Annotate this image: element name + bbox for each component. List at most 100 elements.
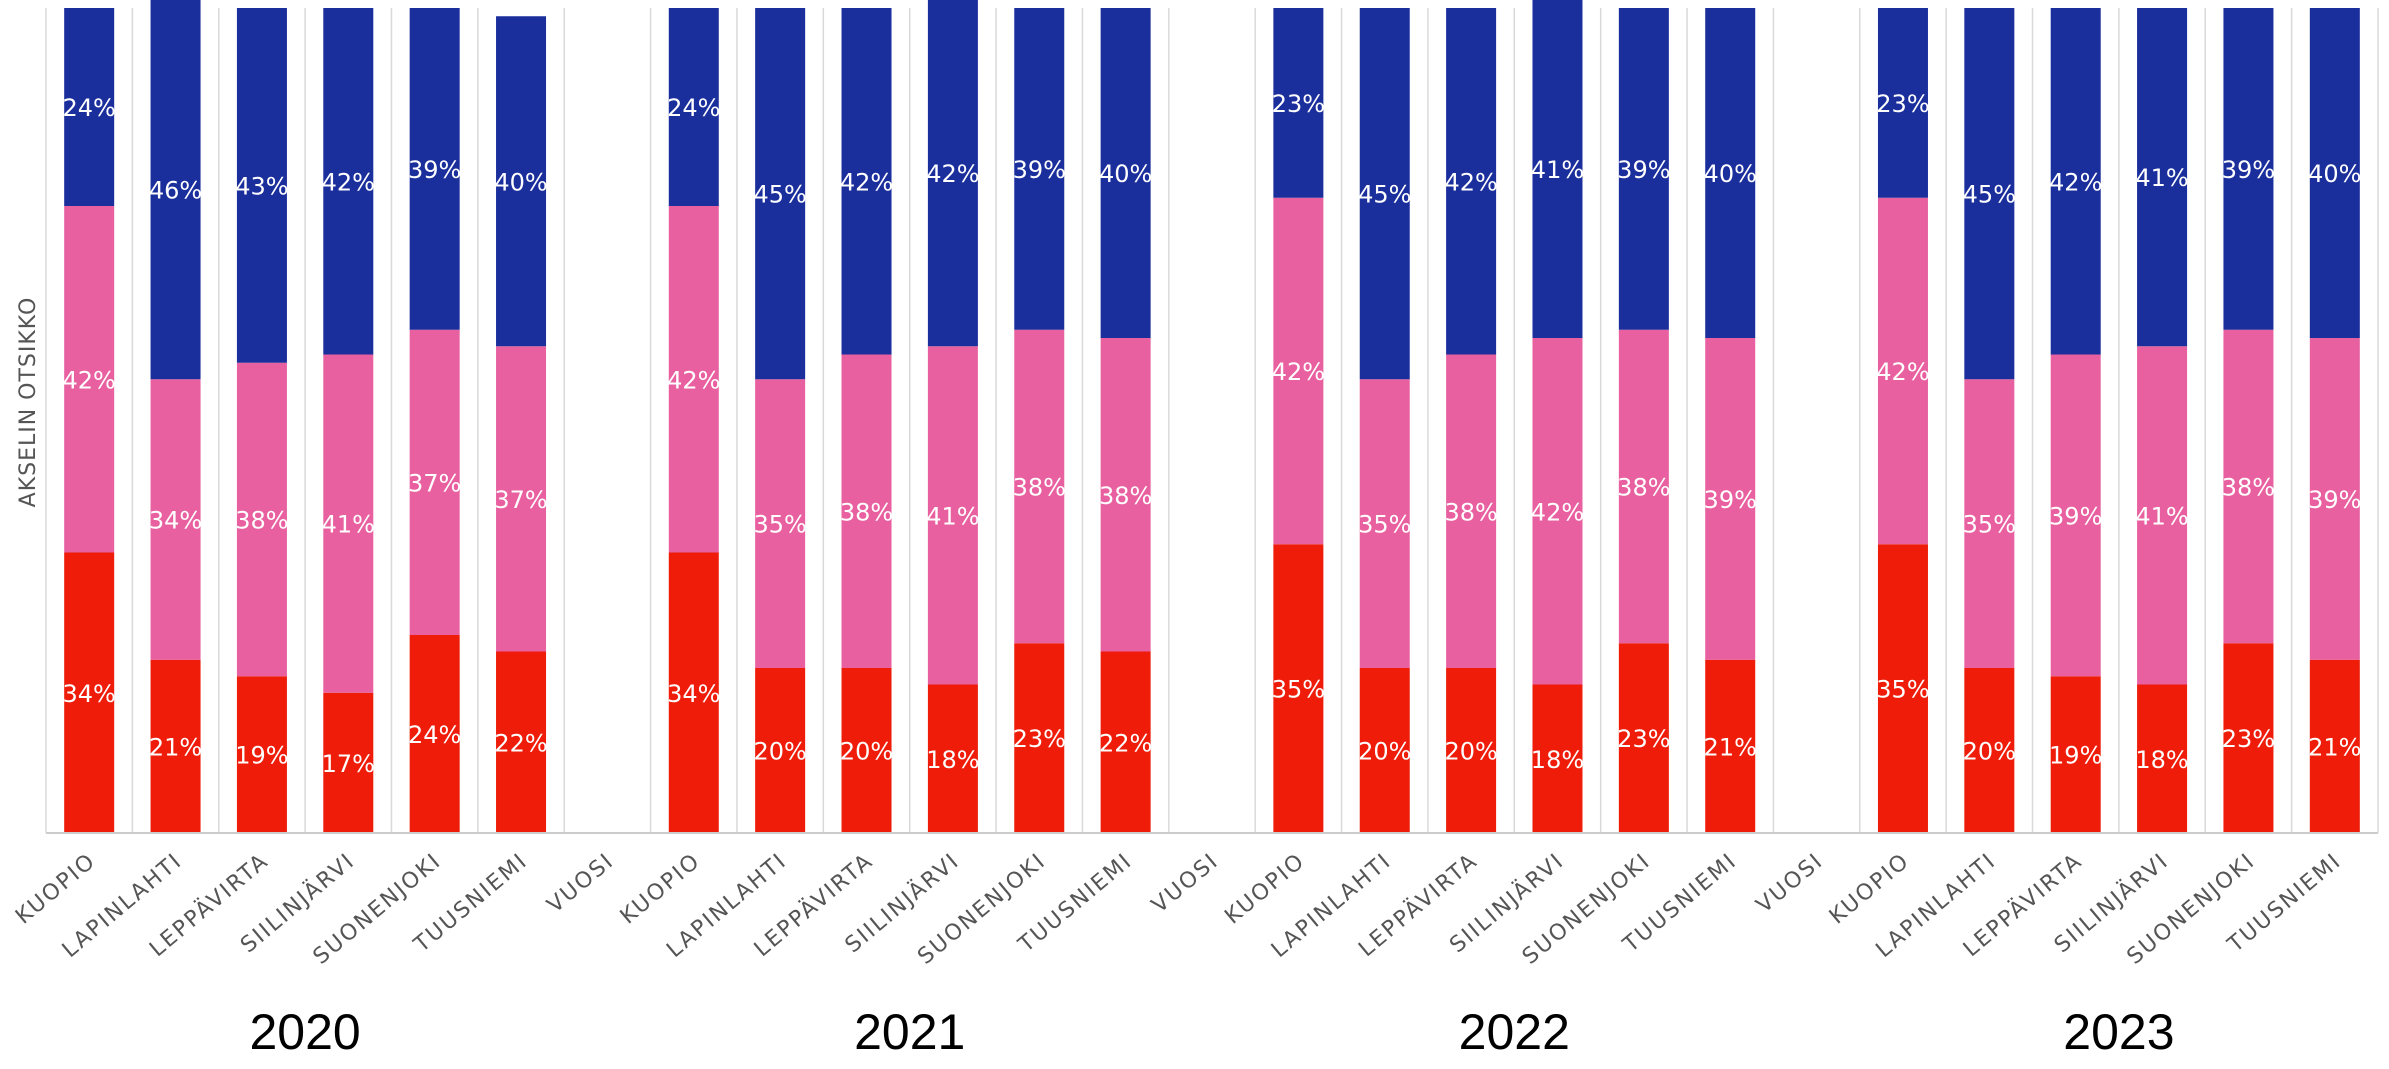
bar-segment-bottom <box>1618 643 1669 833</box>
data-label: 35% <box>1876 676 1929 704</box>
data-label: 42% <box>926 160 979 188</box>
bar-segment-middle <box>496 346 547 652</box>
bar-segment-middle <box>2223 329 2274 644</box>
data-label: 20% <box>1358 738 1411 766</box>
bar-segment-middle <box>927 346 978 685</box>
data-label: 38% <box>1099 482 1152 510</box>
bar-segment-bottom <box>1100 651 1151 833</box>
bar-segment-top <box>2050 8 2101 355</box>
bar-segment-bottom <box>1705 659 1756 833</box>
data-label: 38% <box>1617 474 1670 502</box>
bar-segment-top <box>1964 8 2015 380</box>
gap-label: VUOSI <box>543 848 620 918</box>
data-label: 42% <box>322 168 375 196</box>
bar-segment-bottom <box>1359 668 1410 833</box>
bar-segment-top <box>1618 8 1669 330</box>
data-label: 23% <box>1272 90 1325 118</box>
bar-segment-top <box>1877 8 1928 198</box>
data-label: 42% <box>667 366 720 394</box>
bar-segment-middle <box>2050 354 2101 677</box>
data-label: 40% <box>494 168 547 196</box>
data-label: 41% <box>2135 164 2188 192</box>
category-label: KUOPIO <box>1220 848 1310 929</box>
bar-segment-top <box>1100 8 1151 338</box>
data-label: 38% <box>1444 498 1497 526</box>
data-label: 22% <box>494 729 547 757</box>
data-label: 43% <box>235 172 288 200</box>
bar-segment-top <box>2309 8 2360 338</box>
data-label: 18% <box>2135 746 2188 774</box>
data-label: 37% <box>408 469 461 497</box>
bar-segment-bottom <box>1964 668 2015 833</box>
data-label: 39% <box>408 156 461 184</box>
category-label: KUOPIO <box>1825 848 1915 929</box>
data-label: 21% <box>2308 733 2361 761</box>
data-label: 19% <box>2049 742 2102 770</box>
bar-segment-top <box>1273 8 1324 198</box>
data-label: 38% <box>840 498 893 526</box>
data-label: 42% <box>840 168 893 196</box>
data-label: 23% <box>2222 725 2275 753</box>
bar-segment-top <box>1359 8 1410 380</box>
bar-segment-bottom <box>236 676 287 833</box>
bar-segment-bottom <box>1877 544 1928 833</box>
bar-segment-bottom <box>409 635 460 833</box>
year-label: 2020 <box>249 1004 360 1060</box>
data-label: 23% <box>1617 725 1670 753</box>
bar-segment-bottom <box>2137 684 2188 833</box>
data-label: 40% <box>2308 160 2361 188</box>
year-label: 2022 <box>1459 1004 1570 1060</box>
bar-segment-top <box>927 0 978 347</box>
data-label: 23% <box>1013 725 1066 753</box>
bar-segment-top <box>150 0 201 380</box>
data-label: 39% <box>2222 156 2275 184</box>
data-label: 39% <box>2308 486 2361 514</box>
bar-segment-middle <box>1273 197 1324 545</box>
gap-label: VUOSI <box>1147 848 1224 918</box>
data-label: 40% <box>1099 160 1152 188</box>
gap-label: VUOSI <box>1752 848 1829 918</box>
bar-segment-middle <box>1446 354 1497 668</box>
data-label: 40% <box>1704 160 1757 188</box>
data-label: 34% <box>63 680 116 708</box>
data-label: 19% <box>235 742 288 770</box>
data-label: 24% <box>667 94 720 122</box>
data-label: 37% <box>494 486 547 514</box>
bar-segment-bottom <box>150 659 201 833</box>
category-labels: KUOPIOLAPINLAHTILEPPÄVIRTASIILINJÄRVISUO… <box>11 848 2346 970</box>
data-label: 35% <box>1963 511 2016 539</box>
year-label: 2021 <box>854 1004 965 1060</box>
bar-segment-middle <box>64 206 115 553</box>
bars: 34% 42% 24% 21% 34% 46% 19% 38% 43% 17% 41% 42% 24% 3… <box>63 0 2361 833</box>
bar-segment-bottom <box>2050 676 2101 833</box>
bar-segment-middle <box>668 206 719 553</box>
bar-segment-top <box>1446 8 1497 355</box>
bar-segment-bottom <box>1014 643 1065 833</box>
bar-segment-top <box>2223 8 2274 330</box>
bar-segment-top <box>2137 8 2188 347</box>
bar-segment-bottom <box>755 668 806 833</box>
data-label: 41% <box>322 511 375 539</box>
data-label: 45% <box>1358 181 1411 209</box>
bar-segment-middle <box>1100 338 1151 652</box>
data-label: 39% <box>2049 502 2102 530</box>
bar-segment-bottom <box>1532 684 1583 833</box>
bar-segment-middle <box>1964 379 2015 668</box>
bar-segment-middle <box>150 379 201 660</box>
y-axis-title: AKSELIN OTSIKKO <box>16 297 41 508</box>
bar-segment-middle <box>841 354 892 668</box>
data-label: 42% <box>1444 168 1497 196</box>
bar-segment-top <box>668 8 719 206</box>
data-label: 39% <box>1704 486 1757 514</box>
data-label: 35% <box>1358 511 1411 539</box>
bar-segment-middle <box>1014 329 1065 644</box>
bar-segment-bottom <box>323 692 374 833</box>
data-label: 24% <box>408 721 461 749</box>
bar-segment-middle <box>1705 338 1756 660</box>
bar-segment-middle <box>1877 197 1928 545</box>
bar-segment-top <box>1705 8 1756 338</box>
grid-lines <box>45 8 2379 833</box>
category-label: KUOPIO <box>11 848 101 929</box>
data-label: 18% <box>926 746 979 774</box>
bar-segment-bottom <box>927 684 978 833</box>
